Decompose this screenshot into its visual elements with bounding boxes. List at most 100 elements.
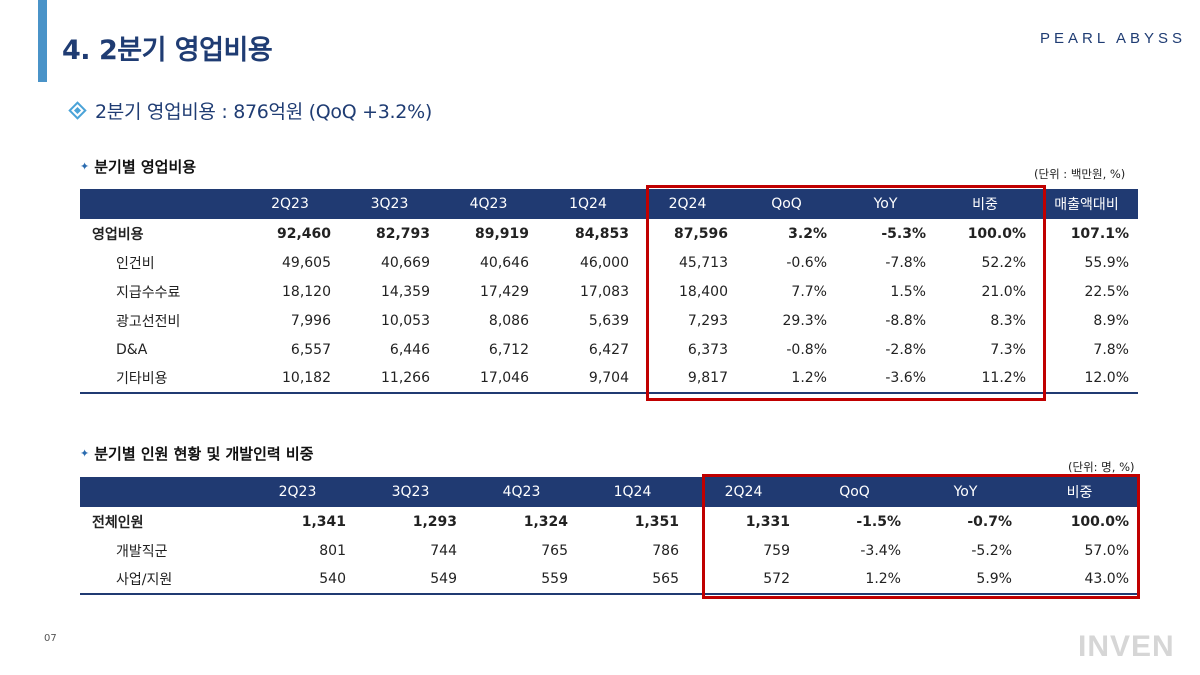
table-cell: 100.0%: [1070, 513, 1129, 530]
table-cell: 40,646: [480, 254, 529, 271]
column-header: 1Q24: [577, 477, 688, 507]
summary-text: 2분기 영업비용 : 876억원 (QoQ +3.2%): [95, 101, 432, 123]
table-cell: 45,713: [679, 254, 728, 271]
table-cell: 55.9%: [1084, 254, 1129, 271]
column-header: [80, 189, 240, 219]
table-cell: 7,293: [687, 312, 728, 329]
bullet-icon: ✦: [80, 160, 90, 173]
headcount-header-row: 2Q23 3Q23 4Q23 1Q24 2Q24 QoQ YoY 비중: [80, 477, 1138, 507]
table-cell: 8,086: [488, 312, 529, 329]
column-header: [80, 477, 240, 507]
table-cell: 6,446: [389, 341, 430, 358]
opex-table-body: 영업비용 92,460 82,793 89,919 84,853 87,596 3.2% -5…: [80, 219, 1138, 394]
table-cell: 12.0%: [1035, 364, 1138, 394]
table-cell: 87,596: [673, 225, 728, 242]
table-cell: 1,351: [634, 513, 679, 530]
table-cell: 559: [466, 565, 577, 595]
opex-heading-text: 분기별 영업비용: [94, 158, 197, 176]
opex-header-row: 2Q23 3Q23 4Q23 1Q24 2Q24 QoQ YoY 비중 매출액대비: [80, 189, 1138, 219]
table-cell: -7.8%: [885, 254, 926, 271]
row-label: 전체인원: [92, 514, 144, 531]
table-cell: -0.6%: [786, 254, 827, 271]
table-row: 개발직군 801 744 765 786 759 -3.4% -5.2% 57.0%: [80, 536, 1138, 565]
diamond-icon: [68, 101, 87, 120]
table-cell: 540: [240, 565, 355, 595]
table-cell: 5,639: [588, 312, 629, 329]
table-cell: 18,120: [282, 283, 331, 300]
table-cell: -8.8%: [885, 312, 926, 329]
table-cell: -2.8%: [885, 341, 926, 358]
column-header: 4Q23: [439, 189, 538, 219]
column-header: QoQ: [737, 189, 836, 219]
table-row: 광고선전비 7,996 10,053 8,086 5,639 7,293 29.3% -8.8…: [80, 306, 1138, 335]
row-label: 기타비용: [80, 364, 240, 394]
table-cell: 57.0%: [1084, 542, 1129, 559]
table-cell: 92,460: [276, 225, 331, 242]
table-cell: -5.3%: [881, 225, 926, 242]
column-header: 2Q24: [688, 477, 799, 507]
column-header: 2Q23: [240, 477, 355, 507]
table-cell: -3.4%: [860, 542, 901, 559]
table-cell: 759: [763, 542, 790, 559]
table-cell: 49,605: [282, 254, 331, 271]
table-cell: 107.1%: [1070, 225, 1129, 242]
table-row: 사업/지원 540 549 559 565 572 1.2% 5.9% 43.0%: [80, 565, 1138, 595]
row-label: 개발직군: [116, 543, 168, 560]
table-cell: 3.2%: [788, 225, 827, 242]
table-row: 기타비용 10,182 11,266 17,046 9,704 9,817 1.2% -3.6…: [80, 364, 1138, 394]
table-cell: 18,400: [679, 283, 728, 300]
table-cell: 1.2%: [737, 364, 836, 394]
table-cell: 10,182: [240, 364, 340, 394]
table-cell: 1,293: [412, 513, 457, 530]
table-cell: 9,817: [638, 364, 737, 394]
column-header: 비중: [935, 189, 1035, 219]
table-cell: 6,712: [488, 341, 529, 358]
table-cell: 572: [688, 565, 799, 595]
table-cell: 1,324: [523, 513, 568, 530]
watermark-logo: INVEN: [1078, 630, 1175, 663]
table-cell: 6,557: [290, 341, 331, 358]
table-cell: 17,429: [480, 283, 529, 300]
column-header: 비중: [1021, 477, 1138, 507]
table-cell: 46,000: [580, 254, 629, 271]
table-cell: -3.6%: [836, 364, 935, 394]
headcount-table: 2Q23 3Q23 4Q23 1Q24 2Q24 QoQ YoY 비중 전체인원 1,341 1,…: [80, 477, 1138, 595]
page-title: 4. 2분기 영업비용: [62, 35, 273, 66]
column-header: YoY: [836, 189, 935, 219]
opex-section-heading: ✦ 분기별 영업비용: [80, 156, 196, 177]
table-cell: 549: [355, 565, 466, 595]
table-cell: 10,053: [381, 312, 430, 329]
table-cell: 8.9%: [1093, 312, 1129, 329]
table-cell: 6,373: [687, 341, 728, 358]
column-header: YoY: [910, 477, 1021, 507]
table-cell: 29.3%: [782, 312, 827, 329]
table-cell: 84,853: [574, 225, 629, 242]
table-cell: 17,083: [580, 283, 629, 300]
table-cell: -0.8%: [786, 341, 827, 358]
title-accent-bar: [38, 0, 47, 82]
table-cell: 40,669: [381, 254, 430, 271]
row-label: 영업비용: [92, 226, 144, 243]
table-cell: 7.7%: [791, 283, 827, 300]
opex-unit-label: (단위 : 백만원, %): [1034, 167, 1126, 181]
table-row: 인건비 49,605 40,669 40,646 46,000 45,713 -0.6% -7…: [80, 248, 1138, 277]
table-cell: 6,427: [588, 341, 629, 358]
opex-table: 2Q23 3Q23 4Q23 1Q24 2Q24 QoQ YoY 비중 매출액대비 영업비용 92…: [80, 189, 1138, 394]
row-label: 인건비: [116, 255, 155, 272]
table-cell: -0.7%: [967, 513, 1012, 530]
column-header: 4Q23: [466, 477, 577, 507]
headcount-heading-text: 분기별 인원 현황 및 개발인력 비중: [94, 445, 314, 463]
page-number: 07: [44, 633, 57, 644]
column-header: 매출액대비: [1035, 189, 1138, 219]
table-cell: 17,046: [439, 364, 538, 394]
headcount-unit-label: (단위: 명, %): [1068, 460, 1135, 474]
table-cell: 1,331: [745, 513, 790, 530]
table-cell: 5.9%: [910, 565, 1021, 595]
table-cell: 11,266: [340, 364, 439, 394]
table-cell: 1.2%: [799, 565, 910, 595]
table-cell: 100.0%: [967, 225, 1026, 242]
table-cell: 8.3%: [990, 312, 1026, 329]
table-cell: 89,919: [474, 225, 529, 242]
row-label: 광고선전비: [116, 313, 181, 330]
table-cell: 82,793: [375, 225, 430, 242]
